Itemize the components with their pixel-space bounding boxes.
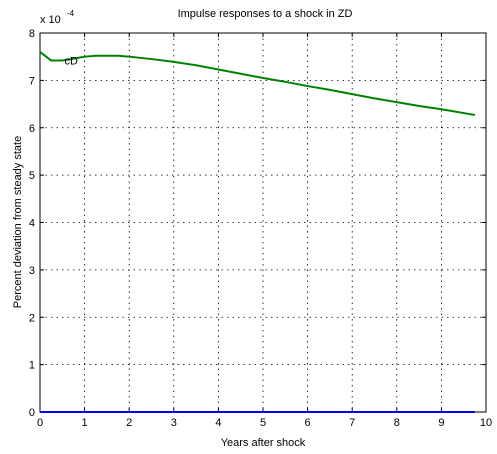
x-axis-ticks: 0 1 2 3 4 5 6 7 8 9 10 bbox=[37, 33, 492, 429]
x-tick-label: 9 bbox=[438, 417, 444, 429]
y-tick-label: 4 bbox=[29, 218, 35, 230]
y-tick-label: 0 bbox=[29, 407, 35, 419]
y-tick-label: 5 bbox=[29, 170, 35, 182]
y-tick-label: 2 bbox=[29, 312, 35, 324]
x-tick-label: 4 bbox=[215, 417, 221, 429]
series-lines bbox=[39, 51, 476, 413]
y-tick-label: 7 bbox=[29, 75, 35, 87]
y-tick-label: 3 bbox=[29, 265, 35, 277]
scale-factor: x 10 -4 bbox=[40, 9, 75, 26]
x-tick-label: 6 bbox=[305, 417, 311, 429]
x-tick-label: 3 bbox=[171, 417, 177, 429]
plot-area bbox=[39, 32, 487, 413]
chart-title: Impulse responses to a shock in ZD bbox=[178, 8, 353, 20]
x-tick-label: 8 bbox=[394, 417, 400, 429]
scale-factor-exponent: -4 bbox=[67, 9, 75, 18]
x-tick-label: 1 bbox=[82, 417, 88, 429]
annotations: cD bbox=[65, 55, 79, 67]
series-line-cd bbox=[39, 51, 476, 116]
x-tick-label: 7 bbox=[349, 417, 355, 429]
series-annotation: cD bbox=[65, 55, 79, 67]
y-tick-label: 6 bbox=[29, 123, 35, 135]
y-tick-label: 1 bbox=[29, 360, 35, 372]
scale-factor-label: x 10 bbox=[40, 14, 61, 26]
x-tick-label: 5 bbox=[260, 417, 266, 429]
x-tick-label: 0 bbox=[37, 417, 43, 429]
x-tick-label: 10 bbox=[480, 417, 492, 429]
x-tick-label: 2 bbox=[126, 417, 132, 429]
y-axis-ticks: 0 1 2 3 4 5 6 7 8 bbox=[29, 28, 486, 419]
y-tick-label: 8 bbox=[29, 28, 35, 40]
y-axis-label: Percent deviation from steady state bbox=[12, 136, 24, 308]
x-axis-label: Years after shock bbox=[221, 437, 306, 449]
